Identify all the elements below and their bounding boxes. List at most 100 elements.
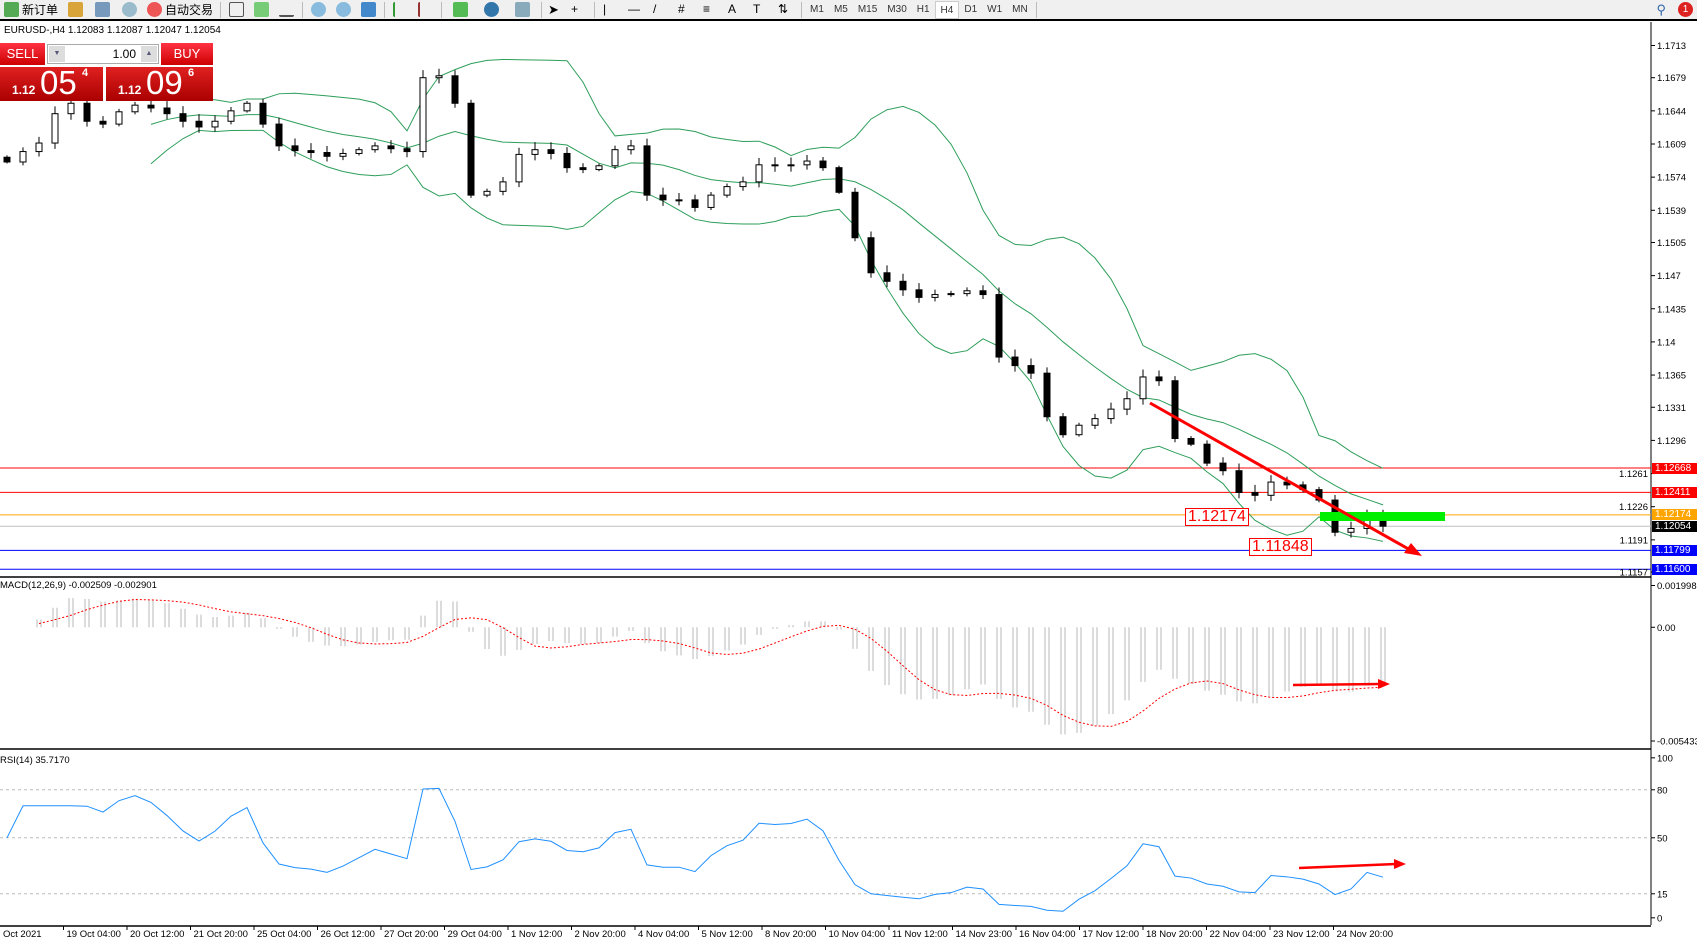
bull-candle xyxy=(595,165,603,171)
time-tick-label: 18 Nov 20:00 xyxy=(1146,929,1203,940)
bear-candle xyxy=(1059,416,1067,436)
main-panel xyxy=(0,58,1651,570)
equidistant-channel-icon[interactable]: # xyxy=(678,2,685,16)
text-icon[interactable]: A xyxy=(728,2,737,16)
price-level-tag: 1.11799 xyxy=(1652,544,1697,556)
crosshair-icon[interactable]: + xyxy=(571,2,579,16)
trend-arrow-head xyxy=(1404,543,1422,556)
indicators-icon[interactable] xyxy=(453,2,469,17)
bid-price-button[interactable]: 1.12 05 4 xyxy=(0,64,103,101)
zoom-out-icon[interactable] xyxy=(336,2,352,17)
periods-icon[interactable] xyxy=(484,2,500,17)
bear-candle xyxy=(771,164,779,167)
sell-button[interactable]: SELL xyxy=(0,43,45,65)
bear-candle xyxy=(1219,462,1227,472)
timeframe-m1[interactable]: M1 xyxy=(810,3,824,15)
timeframe-h1[interactable]: H1 xyxy=(916,3,930,15)
notification-badge[interactable]: 1 xyxy=(1678,2,1693,17)
signals-icon[interactable] xyxy=(122,2,138,17)
market-watch-icon[interactable] xyxy=(68,2,84,17)
lot-increase-button[interactable]: ▲ xyxy=(141,46,157,62)
bull-candle xyxy=(435,75,443,79)
trendline-icon[interactable]: / xyxy=(653,2,657,16)
bear-candle xyxy=(3,156,11,163)
annotation-price-label[interactable]: 1.12174 xyxy=(1185,508,1249,526)
cursor-icon[interactable]: ➤ xyxy=(548,2,559,17)
rsi-arrow-line xyxy=(1298,862,1397,870)
bull-candle xyxy=(371,145,379,151)
price-level-tag: 1.12054 xyxy=(1652,520,1697,532)
text-label-icon[interactable]: T xyxy=(753,2,761,16)
price-tick-label: 1.1157 xyxy=(1620,568,1648,579)
rsi-label: RSI(14) 35.7170 xyxy=(0,755,70,766)
time-tick-label: 8 Nov 20:00 xyxy=(765,929,816,940)
bar-chart-icon[interactable] xyxy=(229,2,245,17)
vertical-line-icon[interactable]: | xyxy=(603,2,607,16)
time-tick-label: 22 Nov 04:00 xyxy=(1210,929,1267,940)
timeframe-h4[interactable]: H4 xyxy=(934,0,960,19)
price-level-tag: 1.12174 xyxy=(1652,509,1697,521)
bull-candle xyxy=(803,160,811,166)
time-tick-label: 17 Nov 12:00 xyxy=(1083,929,1140,940)
price-tick-label: 1.147 xyxy=(1657,271,1681,282)
bull-candle xyxy=(1123,398,1131,410)
bear-candle xyxy=(1011,356,1019,367)
price-level-tag: 1.11600 xyxy=(1652,563,1697,575)
bull-candle xyxy=(739,181,747,188)
bear-candle xyxy=(467,102,475,196)
bull-candle xyxy=(963,290,971,295)
bear-candle xyxy=(1235,470,1243,493)
tile-windows-icon[interactable] xyxy=(361,2,377,17)
fibonacci-icon[interactable]: ≡ xyxy=(703,2,711,16)
timeframe-m30[interactable]: M30 xyxy=(887,3,907,15)
timeframe-m5[interactable]: M5 xyxy=(833,3,848,15)
price-tick-label: 1.1331 xyxy=(1657,403,1686,414)
line-chart-icon[interactable] xyxy=(279,2,295,17)
lot-decrease-button[interactable]: ▼ xyxy=(49,46,65,62)
price-tick-label: 1.1435 xyxy=(1657,304,1686,315)
bear-candle xyxy=(1155,376,1163,382)
auto-trading-button[interactable]: 自动交易 xyxy=(143,0,217,19)
ask-price-button[interactable]: 1.12 09 6 xyxy=(106,64,213,101)
horizontal-line-icon[interactable]: — xyxy=(628,2,641,16)
templates-icon[interactable] xyxy=(515,2,531,17)
autoscroll-icon[interactable] xyxy=(393,2,408,17)
time-tick-label: 20 Oct 12:00 xyxy=(130,929,184,940)
time-tick-label: 19 Oct 04:00 xyxy=(67,929,121,940)
auto-trading-icon xyxy=(147,2,163,17)
chart-shift-icon[interactable] xyxy=(418,2,433,17)
bull-candle xyxy=(515,153,523,183)
navigator-icon[interactable] xyxy=(95,2,111,17)
timeframe-d1[interactable]: D1 xyxy=(964,3,978,15)
bull-candle xyxy=(51,113,59,144)
lot-size-input[interactable]: 1.00 xyxy=(47,44,159,64)
search-icon[interactable]: ⚲ xyxy=(1656,1,1666,17)
bull-candle xyxy=(483,190,491,196)
new-order-button[interactable]: 新订单 xyxy=(0,0,62,19)
buy-button[interactable]: BUY xyxy=(161,43,213,65)
zoom-in-icon[interactable] xyxy=(311,2,327,17)
bull-candle xyxy=(723,186,731,196)
bear-candle xyxy=(995,294,1003,358)
timeframe-w1[interactable]: W1 xyxy=(987,3,1003,15)
candlestick-icon[interactable] xyxy=(254,2,270,17)
bull-candle xyxy=(787,164,795,167)
bear-candle xyxy=(819,160,827,169)
price-tick-label: 1.1713 xyxy=(1657,41,1686,52)
timeframe-mn[interactable]: MN xyxy=(1012,3,1028,15)
time-tick-label: 25 Oct 04:00 xyxy=(257,929,311,940)
timeframe-m15[interactable]: M15 xyxy=(857,3,878,15)
bear-candle xyxy=(1027,365,1035,374)
bull-candle xyxy=(19,151,27,163)
bull-candle xyxy=(35,142,43,153)
bear-candle xyxy=(195,120,203,128)
bear-candle xyxy=(883,272,891,282)
bear-candle xyxy=(563,152,571,169)
arrows-icon[interactable]: ⇅ xyxy=(778,2,789,16)
annotation-price-label[interactable]: 1.11848 xyxy=(1249,538,1312,556)
bull-candle xyxy=(131,104,139,113)
time-tick-label: 5 Nov 12:00 xyxy=(702,929,753,940)
bear-candle xyxy=(179,113,187,122)
price-tick-label: 1.1539 xyxy=(1657,206,1686,217)
